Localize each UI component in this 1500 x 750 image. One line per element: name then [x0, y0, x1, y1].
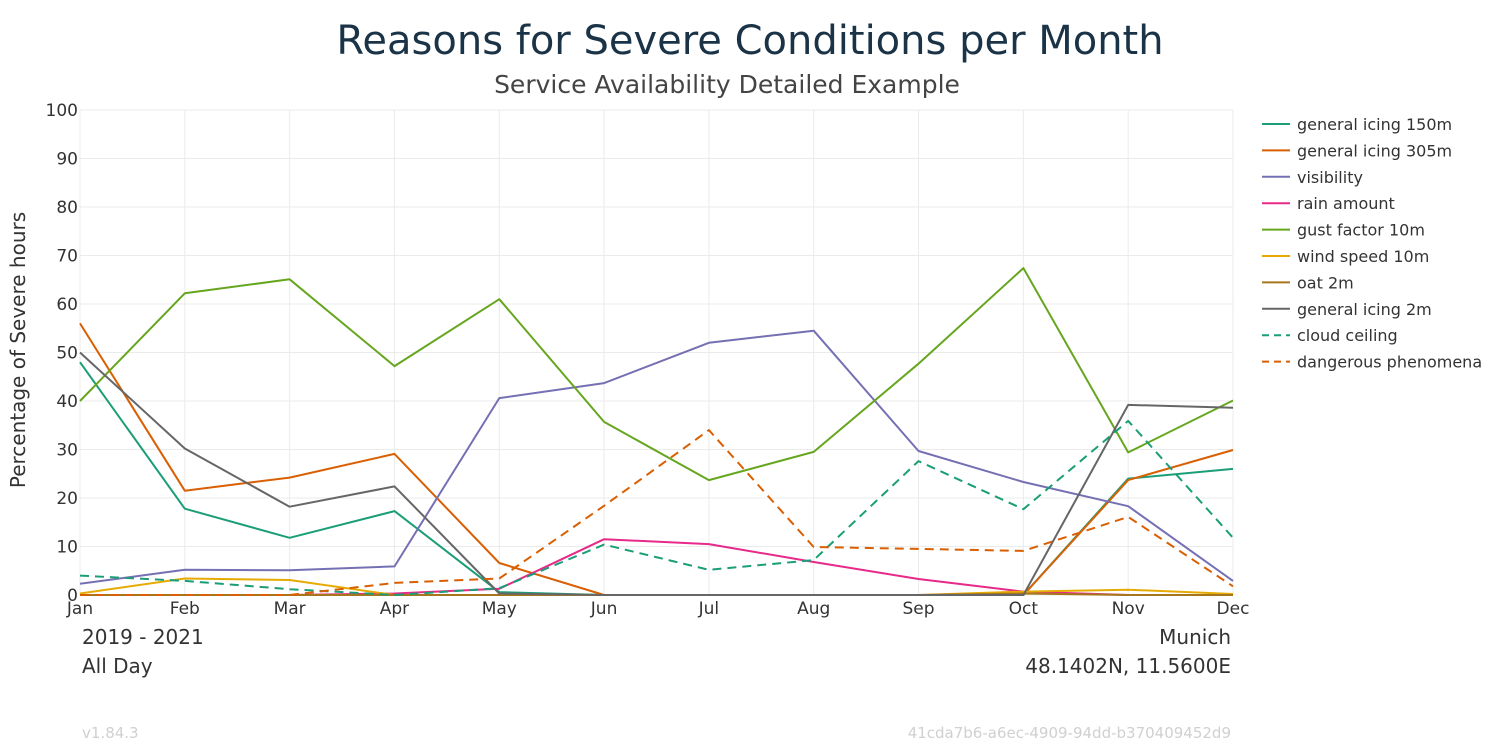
x-tick-label: Oct — [1009, 599, 1039, 619]
legend-item-general-icing-305m[interactable]: general icing 305m — [1262, 141, 1452, 160]
legend-item-oat-2m[interactable]: oat 2m — [1262, 273, 1354, 292]
legend-label: gust factor 10m — [1297, 221, 1425, 240]
legend-item-cloud-ceiling[interactable]: cloud ceiling — [1262, 326, 1398, 345]
y-tick-label: 0 — [67, 586, 78, 606]
legend[interactable]: general icing 150m general icing 305m visi… — [1262, 115, 1482, 372]
y-tick-label: 60 — [56, 295, 78, 315]
x-tick-label: Nov — [1112, 599, 1145, 619]
legend-item-dangerous-phenomena[interactable]: dangerous phenomena — [1262, 353, 1482, 372]
y-tick-label: 10 — [56, 538, 78, 558]
series-line-general-icing-305m — [79, 322, 1234, 596]
y-tick-label: 30 — [56, 441, 78, 461]
chart-title: Reasons for Severe Conditions per Month — [336, 18, 1163, 64]
footer-period: 2019 - 2021 — [82, 625, 204, 649]
legend-label: cloud ceiling — [1297, 326, 1398, 345]
version-label: v1.84.3 — [82, 724, 139, 742]
x-tick-label: Dec — [1217, 599, 1250, 619]
y-tick-label: 80 — [56, 198, 78, 218]
x-tick-label: Jul — [698, 599, 720, 619]
legend-label: general icing 2m — [1297, 300, 1432, 319]
grid — [79, 109, 1234, 596]
footer-coordinates: 48.1402N, 11.5600E — [1025, 654, 1231, 678]
series-line-visibility — [79, 329, 1234, 585]
legend-label: general icing 150m — [1297, 115, 1452, 134]
x-tick-label: Mar — [274, 599, 306, 619]
legend-item-wind-speed-10m[interactable]: wind speed 10m — [1262, 247, 1429, 266]
x-tick-label: Feb — [170, 599, 200, 619]
legend-item-general-icing-2m[interactable]: general icing 2m — [1262, 300, 1432, 319]
x-tick-label: Jan — [66, 599, 93, 619]
legend-label: oat 2m — [1297, 273, 1354, 292]
footer-location: Munich — [1159, 625, 1231, 649]
legend-item-general-icing-150m[interactable]: general icing 150m — [1262, 115, 1452, 134]
y-tick-label: 20 — [56, 489, 78, 509]
series-line-cloud-ceiling — [79, 419, 1234, 596]
y-tick-label: 90 — [56, 150, 78, 170]
legend-item-rain-amount[interactable]: rain amount — [1262, 194, 1395, 213]
y-axis-label: Percentage of Severe hours — [6, 212, 30, 488]
x-tick-label: Sep — [903, 599, 935, 619]
legend-label: general icing 305m — [1297, 141, 1452, 160]
x-tick-label: May — [482, 599, 517, 619]
footer-time-of-day: All Day — [82, 654, 153, 678]
y-tick-label: 40 — [56, 392, 78, 412]
y-tick-label: 70 — [56, 247, 78, 267]
legend-label: visibility — [1297, 168, 1363, 187]
y-tick-label: 100 — [46, 101, 78, 121]
legend-item-visibility[interactable]: visibility — [1262, 168, 1363, 187]
series-line-general-icing-2m — [79, 351, 1234, 596]
chart-subtitle: Service Availability Detailed Example — [494, 70, 960, 99]
legend-label: wind speed 10m — [1297, 247, 1429, 266]
legend-label: rain amount — [1297, 194, 1395, 213]
build-id-label: 41cda7b6-a6ec-4909-94dd-b370409452d9 — [908, 724, 1231, 742]
series-line-gust-factor-10m — [79, 267, 1234, 482]
x-axis-ticks: Jan Feb Mar Apr May Jun Jul Aug Sep Oct Nov Dec — [66, 599, 1250, 619]
y-axis-ticks: 0 10 20 30 40 50 60 70 80 90 100 — [46, 101, 78, 606]
plot-area — [79, 267, 1234, 596]
x-tick-label: Jun — [590, 599, 618, 619]
x-tick-label: Aug — [797, 599, 830, 619]
legend-label: dangerous phenomena — [1297, 353, 1482, 372]
legend-item-gust-factor-10m[interactable]: gust factor 10m — [1262, 221, 1425, 240]
x-tick-label: Apr — [380, 599, 409, 619]
y-tick-label: 50 — [56, 344, 78, 364]
